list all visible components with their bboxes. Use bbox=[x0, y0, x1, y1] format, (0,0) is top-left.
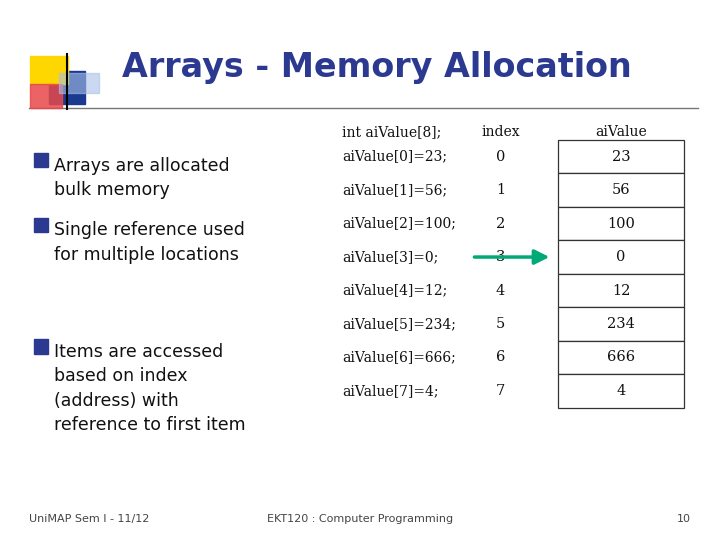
Text: aiValue[2]=100;: aiValue[2]=100; bbox=[342, 217, 456, 231]
Text: 234: 234 bbox=[607, 317, 635, 331]
Text: 0: 0 bbox=[616, 250, 626, 264]
Text: 1: 1 bbox=[496, 183, 505, 197]
Text: aiValue[1]=56;: aiValue[1]=56; bbox=[342, 183, 447, 197]
Bar bbox=[34, 339, 48, 354]
Bar bbox=[49, 71, 85, 104]
Text: aiValue[6]=666;: aiValue[6]=666; bbox=[342, 350, 456, 365]
Text: 666: 666 bbox=[607, 350, 635, 365]
Bar bbox=[558, 240, 684, 274]
Text: int aiValue[8];: int aiValue[8]; bbox=[342, 125, 441, 139]
Text: 12: 12 bbox=[612, 284, 630, 298]
Text: 100: 100 bbox=[607, 217, 635, 231]
Text: EKT120 : Computer Programming: EKT120 : Computer Programming bbox=[267, 515, 453, 524]
Text: 10: 10 bbox=[678, 515, 691, 524]
Bar bbox=[59, 73, 99, 93]
Bar bbox=[558, 207, 684, 240]
Text: aiValue[7]=4;: aiValue[7]=4; bbox=[342, 384, 438, 398]
Text: 4: 4 bbox=[616, 384, 626, 398]
Text: aiValue[3]=0;: aiValue[3]=0; bbox=[342, 250, 438, 264]
Bar bbox=[30, 56, 68, 84]
Bar bbox=[558, 140, 684, 173]
Bar bbox=[558, 374, 684, 408]
Text: aiValue[5]=234;: aiValue[5]=234; bbox=[342, 317, 456, 331]
Bar bbox=[558, 173, 684, 207]
Text: aiValue: aiValue bbox=[595, 125, 647, 139]
Text: 0: 0 bbox=[495, 150, 505, 164]
Bar bbox=[558, 307, 684, 341]
Bar bbox=[30, 84, 62, 108]
Text: 7: 7 bbox=[496, 384, 505, 398]
Text: Arrays are allocated
bulk memory: Arrays are allocated bulk memory bbox=[54, 157, 230, 199]
Text: aiValue[4]=12;: aiValue[4]=12; bbox=[342, 284, 447, 298]
Text: aiValue[0]=23;: aiValue[0]=23; bbox=[342, 150, 447, 164]
Text: 4: 4 bbox=[496, 284, 505, 298]
Text: 6: 6 bbox=[495, 350, 505, 365]
Text: Items are accessed
based on index
(address) with
reference to first item: Items are accessed based on index (addre… bbox=[54, 343, 246, 434]
Bar bbox=[558, 341, 684, 374]
Text: 56: 56 bbox=[612, 183, 630, 197]
Text: 5: 5 bbox=[496, 317, 505, 331]
Bar bbox=[558, 274, 684, 307]
Text: 3: 3 bbox=[495, 250, 505, 264]
Bar bbox=[34, 153, 48, 167]
Text: Single reference used
for multiple locations: Single reference used for multiple locat… bbox=[54, 221, 245, 264]
Text: UniMAP Sem I - 11/12: UniMAP Sem I - 11/12 bbox=[29, 515, 149, 524]
Bar bbox=[34, 218, 48, 232]
Text: index: index bbox=[481, 125, 520, 139]
Text: 23: 23 bbox=[612, 150, 630, 164]
Text: Arrays - Memory Allocation: Arrays - Memory Allocation bbox=[122, 51, 632, 84]
Text: 2: 2 bbox=[496, 217, 505, 231]
